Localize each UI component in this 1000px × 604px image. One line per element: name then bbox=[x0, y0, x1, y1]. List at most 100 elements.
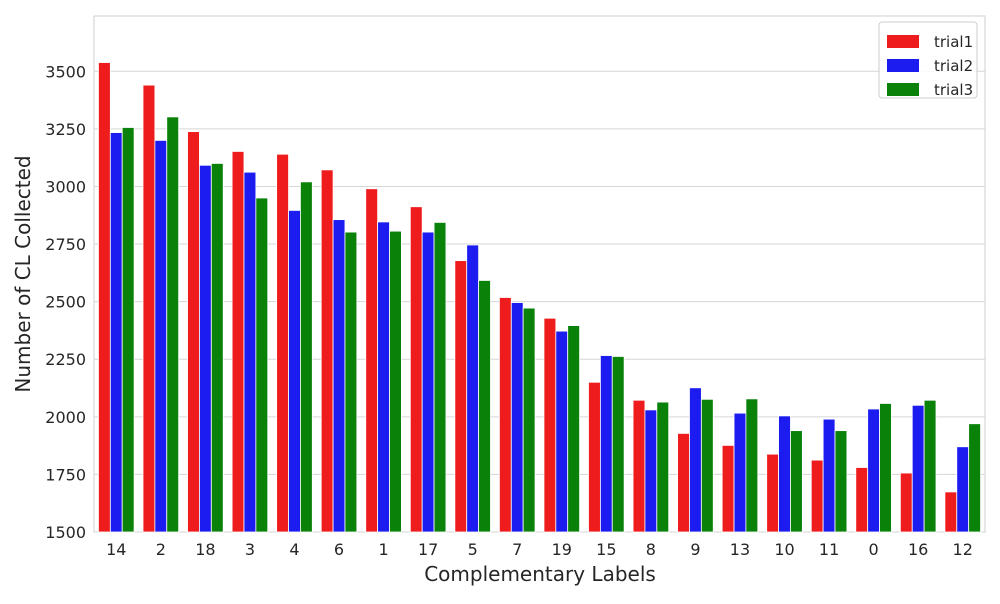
bar-trial3-8 bbox=[656, 401, 670, 533]
bar-trial1-5 bbox=[454, 260, 468, 533]
bar-trial3-15 bbox=[611, 356, 625, 533]
bar-trial3-14 bbox=[121, 127, 135, 533]
x-tick-label: 5 bbox=[468, 540, 478, 559]
x-axis-ticks: 14 2 18 3 4 6 1 17 5 7 19 15 8 9 13 10 11 0 16 12 bbox=[106, 540, 973, 559]
bar-trial3-18 bbox=[210, 163, 224, 533]
bars bbox=[98, 62, 981, 533]
y-tick-label: 1500 bbox=[45, 523, 86, 542]
bar-trial1-6 bbox=[320, 169, 334, 533]
y-tick-label: 2250 bbox=[45, 350, 86, 369]
y-axis-label: Number of CL Collected bbox=[11, 155, 35, 392]
legend-label-trial3: trial3 bbox=[934, 81, 973, 99]
bar-trial2-6 bbox=[332, 219, 346, 533]
bar-trial2-14 bbox=[109, 132, 123, 533]
bar-trial1-0 bbox=[855, 467, 869, 533]
legend-label-trial1: trial1 bbox=[934, 33, 973, 51]
bar-trial2-19 bbox=[555, 330, 569, 533]
bar-trial3-13 bbox=[745, 398, 759, 533]
bar-trial1-1 bbox=[365, 188, 379, 533]
x-tick-label: 16 bbox=[908, 540, 928, 559]
bar-trial2-8 bbox=[644, 409, 658, 533]
bar-trial3-2 bbox=[166, 116, 180, 533]
x-tick-label: 10 bbox=[774, 540, 794, 559]
bar-trial3-5 bbox=[478, 280, 491, 533]
bar-trial2-0 bbox=[867, 408, 880, 533]
x-tick-label: 14 bbox=[106, 540, 126, 559]
bar-trial2-9 bbox=[689, 387, 702, 533]
bar-trial2-5 bbox=[466, 244, 480, 533]
bar-trial2-7 bbox=[510, 302, 524, 533]
bar-trial2-18 bbox=[199, 164, 212, 533]
bar-trial1-14 bbox=[98, 62, 111, 533]
legend-swatch-trial1 bbox=[887, 35, 919, 48]
bar-trial1-2 bbox=[142, 84, 156, 533]
bar-trial1-4 bbox=[276, 153, 289, 533]
x-tick-label: 18 bbox=[195, 540, 215, 559]
y-tick-label: 1750 bbox=[45, 465, 86, 484]
bar-trial1-3 bbox=[231, 151, 245, 533]
x-tick-label: 8 bbox=[646, 540, 656, 559]
y-tick-label: 3250 bbox=[45, 120, 86, 139]
x-axis-label: Complementary Labels bbox=[424, 562, 656, 586]
bar-trial3-7 bbox=[522, 307, 536, 533]
bar-trial1-19 bbox=[543, 317, 557, 533]
bar-trial2-1 bbox=[377, 221, 390, 533]
bar-trial1-13 bbox=[721, 444, 735, 533]
x-tick-label: 3 bbox=[245, 540, 255, 559]
bar-trial3-11 bbox=[834, 430, 848, 533]
bar-trial1-16 bbox=[899, 472, 913, 533]
y-tick-label: 2500 bbox=[45, 293, 86, 312]
bar-trial1-7 bbox=[499, 297, 512, 533]
x-tick-label: 9 bbox=[690, 540, 700, 559]
bar-trial3-16 bbox=[923, 399, 937, 533]
bar-trial2-3 bbox=[243, 171, 257, 533]
y-tick-label: 3500 bbox=[45, 62, 86, 81]
bar-trial3-17 bbox=[433, 221, 447, 533]
plot-area bbox=[93, 15, 986, 533]
bar-trial2-13 bbox=[733, 412, 747, 533]
bar-trial1-18 bbox=[187, 131, 200, 533]
y-tick-label: 3000 bbox=[45, 177, 86, 196]
bar-trial3-9 bbox=[700, 398, 714, 533]
x-tick-label: 13 bbox=[730, 540, 750, 559]
bar-trial1-11 bbox=[810, 459, 824, 533]
x-tick-label: 6 bbox=[334, 540, 344, 559]
x-tick-label: 1 bbox=[378, 540, 388, 559]
bar-trial3-19 bbox=[567, 325, 580, 533]
y-tick-label: 2750 bbox=[45, 235, 86, 254]
bar-trial1-10 bbox=[766, 453, 779, 533]
bar-trial2-16 bbox=[911, 404, 925, 533]
legend-swatch-trial3 bbox=[887, 83, 919, 96]
bar-trial2-10 bbox=[778, 415, 791, 533]
bar-trial3-6 bbox=[344, 231, 358, 533]
legend-swatch-trial2 bbox=[887, 59, 919, 72]
bar-trial2-2 bbox=[154, 139, 168, 533]
x-tick-label: 12 bbox=[953, 540, 973, 559]
bar-trial1-9 bbox=[677, 433, 690, 533]
bar-trial3-3 bbox=[255, 197, 269, 533]
x-tick-label: 17 bbox=[418, 540, 438, 559]
bar-trial2-15 bbox=[599, 355, 613, 533]
bar-trial3-1 bbox=[389, 230, 402, 533]
bar-trial2-4 bbox=[288, 210, 301, 533]
x-tick-label: 2 bbox=[156, 540, 166, 559]
bar-trial3-0 bbox=[879, 403, 892, 533]
legend: trial1 trial2 trial3 bbox=[878, 21, 978, 99]
x-tick-label: 0 bbox=[869, 540, 879, 559]
bar-trial3-10 bbox=[790, 430, 803, 533]
bar-trial1-12 bbox=[944, 491, 958, 533]
bar-trial1-17 bbox=[409, 206, 423, 533]
bar-trial1-8 bbox=[632, 399, 646, 533]
x-tick-label: 19 bbox=[552, 540, 572, 559]
x-tick-label: 4 bbox=[289, 540, 299, 559]
x-tick-label: 15 bbox=[596, 540, 616, 559]
bar-trial2-11 bbox=[822, 418, 836, 533]
y-tick-label: 2000 bbox=[45, 408, 86, 427]
y-axis-ticks: 1500 1750 2000 2250 2500 2750 3000 3250 3500 bbox=[45, 62, 86, 542]
bar-trial1-15 bbox=[588, 381, 601, 533]
bar-trial2-17 bbox=[421, 231, 435, 533]
x-tick-label: 7 bbox=[512, 540, 522, 559]
bar-trial2-12 bbox=[956, 446, 970, 533]
